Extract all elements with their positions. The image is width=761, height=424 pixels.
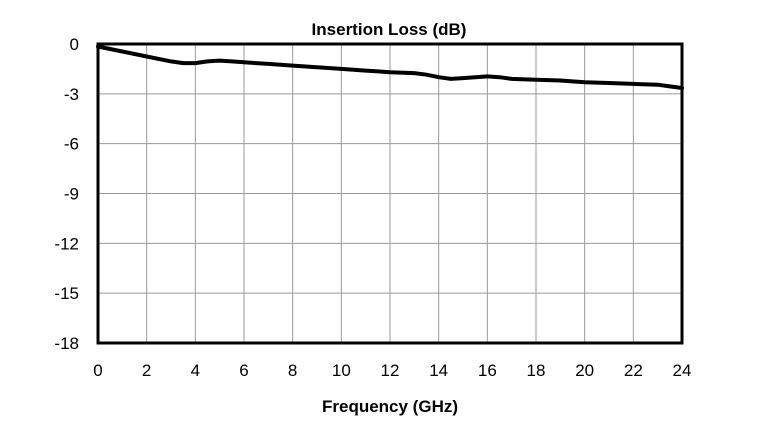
x-axis-title: Frequency (GHz) bbox=[322, 397, 458, 416]
x-tick-label: 24 bbox=[673, 361, 692, 380]
y-tick-label: -12 bbox=[54, 234, 79, 253]
x-tick-label: 12 bbox=[381, 361, 400, 380]
grid-lines bbox=[98, 44, 682, 343]
x-tick-label: 8 bbox=[288, 361, 297, 380]
x-tick-label: 16 bbox=[478, 361, 497, 380]
series-line-insertion-loss bbox=[96, 44, 684, 90]
x-tick-label: 22 bbox=[624, 361, 643, 380]
x-tick-label: 2 bbox=[142, 361, 151, 380]
y-tick-label: -18 bbox=[54, 334, 79, 353]
chart-title: Insertion Loss (dB) bbox=[312, 20, 467, 39]
y-axis-tick-labels: 0 -3 -6 -9 -12 -15 -18 bbox=[54, 35, 79, 353]
plot-area-border bbox=[96, 42, 684, 345]
x-tick-label: 0 bbox=[93, 361, 102, 380]
x-tick-label: 4 bbox=[191, 361, 200, 380]
x-tick-label: 14 bbox=[429, 361, 448, 380]
y-tick-label: 0 bbox=[70, 35, 79, 54]
y-tick-label: -3 bbox=[64, 85, 79, 104]
x-tick-label: 6 bbox=[239, 361, 248, 380]
x-tick-label: 20 bbox=[575, 361, 594, 380]
x-tick-label: 18 bbox=[527, 361, 546, 380]
y-tick-label: -6 bbox=[64, 135, 79, 154]
y-tick-label: -9 bbox=[64, 185, 79, 204]
x-tick-label: 10 bbox=[332, 361, 351, 380]
x-axis-tick-labels: 0 2 4 6 8 10 12 14 16 18 20 22 24 bbox=[93, 361, 691, 380]
y-tick-label: -15 bbox=[54, 284, 79, 303]
